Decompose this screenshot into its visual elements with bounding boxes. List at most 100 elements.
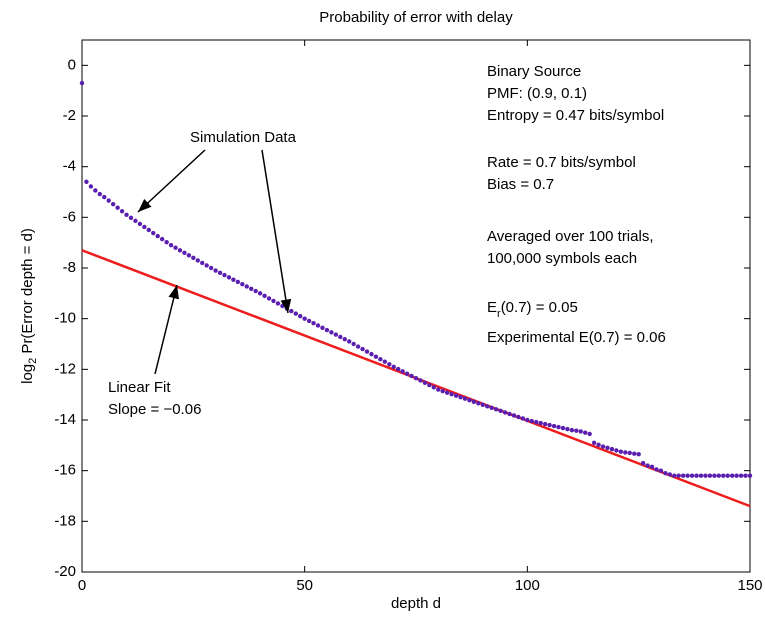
data-point: [266, 296, 272, 301]
data-point: [493, 407, 499, 412]
data-point: [694, 473, 699, 478]
data-point: [471, 399, 477, 404]
data-point: [583, 430, 588, 435]
data-point: [609, 446, 615, 452]
data-point: [542, 421, 548, 427]
data-point: [298, 313, 303, 319]
data-point: [645, 463, 650, 468]
y-axis-label: log2 Pr(Error depth = d): [19, 228, 39, 384]
data-point: [747, 473, 753, 478]
data-point: [444, 390, 450, 395]
data-point: [614, 448, 619, 453]
data-point: [551, 423, 557, 429]
data-point: [605, 445, 610, 451]
info-text: 100,000 symbols each: [487, 250, 637, 267]
data-point: [110, 201, 116, 207]
data-point: [231, 277, 236, 282]
data-point: [565, 426, 570, 432]
data-point: [155, 233, 160, 239]
data-point: [84, 179, 89, 185]
arrow: [261, 149, 292, 314]
data-point: [347, 339, 352, 344]
data-point: [311, 321, 316, 326]
annotation: Slope = −0.06: [108, 401, 201, 418]
data-point: [257, 291, 263, 296]
data-point: [413, 376, 419, 381]
data-point: [485, 404, 490, 409]
data-point: [280, 303, 285, 309]
data-point: [226, 275, 232, 280]
data-point: [729, 473, 735, 478]
data-point: [164, 239, 169, 245]
data-point: [240, 282, 245, 287]
data-point: [387, 362, 392, 367]
data-point: [293, 311, 298, 316]
data-point: [658, 468, 664, 473]
plot-frame: [81, 39, 751, 573]
data-point: [640, 460, 646, 466]
data-point: [476, 401, 481, 406]
data-point: [79, 80, 85, 86]
data-point: [743, 473, 748, 478]
chart-title: Probability of error with delay: [319, 9, 513, 26]
data-point: [355, 344, 361, 349]
y-tick-label: -14: [54, 411, 76, 428]
data-point: [191, 255, 196, 261]
data-point: [725, 473, 730, 478]
data-point: [409, 373, 414, 379]
info-text: Experimental E(0.7) = 0.06: [487, 329, 666, 346]
data-point: [489, 405, 494, 411]
x-tick-label: 100: [515, 577, 540, 594]
data-point: [324, 327, 330, 333]
y-tick-label: -18: [54, 512, 76, 529]
data-point: [395, 366, 401, 372]
x-tick-label: 150: [737, 577, 762, 594]
data-point: [516, 414, 521, 420]
data-point: [654, 467, 659, 472]
data-point: [712, 473, 717, 478]
data-point: [373, 354, 379, 359]
data-point: [685, 473, 690, 478]
data-point: [213, 268, 218, 273]
data-point: [88, 184, 94, 189]
data-point: [511, 413, 517, 418]
data-point: [275, 301, 281, 306]
data-point: [596, 442, 601, 448]
data-point: [342, 336, 347, 342]
y-tick-label: -6: [63, 208, 76, 225]
data-point: [716, 473, 722, 478]
data-point: [217, 270, 223, 276]
y-tick-label: -20: [54, 563, 76, 580]
data-point: [578, 429, 583, 434]
data-point: [208, 265, 214, 271]
annotation: Simulation Data: [190, 129, 297, 146]
data-point: [146, 227, 151, 233]
arrow: [154, 284, 180, 375]
data-point: [449, 391, 454, 397]
data-point: [721, 473, 726, 478]
y-tick-label: -8: [63, 259, 76, 276]
data-point: [97, 191, 103, 197]
data-point: [253, 288, 258, 294]
data-point: [440, 388, 445, 394]
y-tick-label: -12: [54, 360, 76, 377]
marks: [79, 80, 753, 508]
data-point: [618, 449, 624, 454]
data-point: [177, 248, 183, 253]
data-point: [458, 395, 463, 400]
data-point: [467, 398, 472, 403]
info-text: Binary Source: [487, 63, 581, 80]
data-point: [289, 308, 294, 314]
data-point: [707, 473, 713, 478]
data-point: [115, 205, 120, 210]
data-point: [632, 451, 637, 456]
info-text: Rate = 0.7 bits/symbol: [487, 154, 636, 171]
data-point: [244, 284, 249, 289]
data-point: [338, 334, 343, 340]
data-point: [507, 411, 512, 417]
data-point: [168, 243, 174, 248]
x-tick-label: 50: [296, 577, 313, 594]
data-point: [649, 464, 655, 470]
